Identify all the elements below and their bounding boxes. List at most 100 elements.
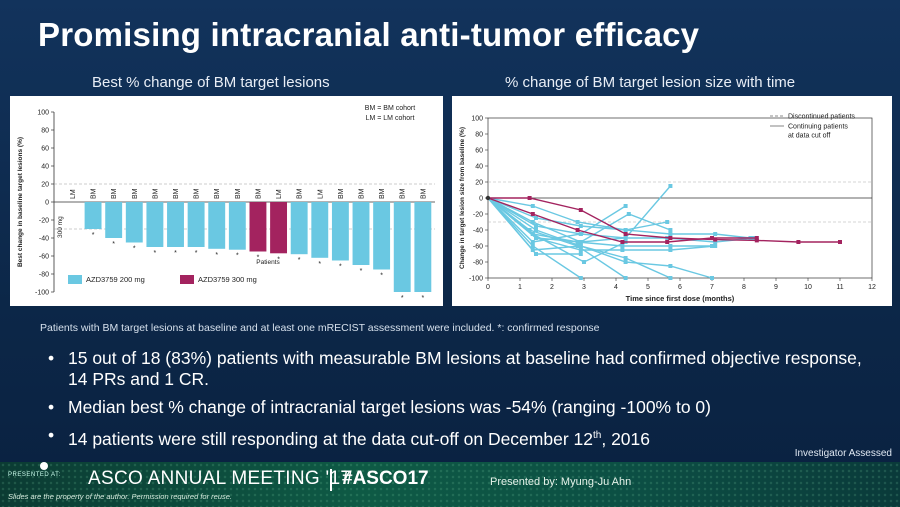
y-axis-label: Change in target lesion size from baseli… xyxy=(459,127,466,269)
series-point xyxy=(668,228,673,232)
series-point xyxy=(713,237,718,242)
bar-category-label: BM xyxy=(235,188,242,199)
y-tick-label: -20 xyxy=(39,218,49,225)
x-tick-label: 11 xyxy=(836,284,843,291)
series-point xyxy=(527,196,532,200)
bar xyxy=(125,202,143,243)
x-tick-label: 10 xyxy=(804,284,812,291)
series-point xyxy=(534,224,538,228)
bar-category-label: LM xyxy=(276,189,283,199)
bar-category-label: BM xyxy=(152,188,159,199)
series-point xyxy=(668,248,673,252)
series-point xyxy=(668,244,673,248)
footer-divider xyxy=(330,469,332,491)
bullet-1: 15 out of 18 (83%) patients with measura… xyxy=(46,348,876,390)
x-tick-label: 2 xyxy=(550,284,554,291)
x-tick-label: 4 xyxy=(614,284,618,291)
series-point xyxy=(575,228,580,232)
series-line xyxy=(487,197,751,239)
y-tick-label: -100 xyxy=(35,290,49,297)
hashtag: #ASCO17 xyxy=(342,468,429,489)
bar-category-label: BM xyxy=(111,188,118,199)
series-point xyxy=(754,238,759,243)
y-tick-label: -80 xyxy=(39,272,49,279)
confirmed-marker: * xyxy=(421,295,424,302)
series-point xyxy=(710,236,714,240)
y-tick-label: -80 xyxy=(473,260,483,267)
confirmed-marker: * xyxy=(112,241,115,248)
y-tick-label: 80 xyxy=(475,132,483,139)
footnote: Patients with BM target lesions at basel… xyxy=(40,322,600,334)
legend-label-300: AZD3759 300 mg xyxy=(198,275,257,284)
series-point xyxy=(668,276,673,280)
series-point xyxy=(668,232,673,236)
legend-note-bm: BM = BM cohort xyxy=(365,105,415,112)
series-line xyxy=(487,197,713,279)
bar xyxy=(290,202,308,255)
investigator-note: Investigator Assessed xyxy=(794,448,892,459)
bar xyxy=(228,202,246,250)
series-point xyxy=(530,212,535,216)
bar xyxy=(249,202,267,252)
y-tick-label: 100 xyxy=(471,116,483,123)
series-point xyxy=(578,208,583,212)
series-point xyxy=(754,236,759,240)
series-point xyxy=(534,216,538,220)
bar xyxy=(311,202,329,258)
y-tick-label: 20 xyxy=(475,180,483,187)
series-point xyxy=(527,228,532,232)
series-point xyxy=(578,252,583,256)
series-point xyxy=(530,232,535,236)
slide-title: Promising intracranial anti-tumor effica… xyxy=(38,16,700,53)
x-tick-label: 3 xyxy=(582,284,586,291)
origin-point xyxy=(485,195,491,201)
y-tick-label: -40 xyxy=(39,236,49,243)
y-tick-label: 0 xyxy=(45,200,49,207)
series-point xyxy=(534,252,538,256)
bar-category-label: BM xyxy=(255,188,262,199)
bar-category-label: LM xyxy=(70,189,77,199)
confirmed-marker: * xyxy=(318,261,321,268)
meeting-name: ASCO ANNUAL MEETING '17 xyxy=(88,468,352,489)
confirmed-marker: * xyxy=(236,253,239,260)
series-point xyxy=(626,212,631,216)
bullet-3: 14 patients were still responding at the… xyxy=(46,425,876,450)
bar-category-label: LM xyxy=(317,189,324,199)
series-point xyxy=(713,240,718,244)
bar xyxy=(393,202,411,292)
series-point xyxy=(530,248,535,252)
bullet-2: Median best % change of intracranial tar… xyxy=(46,397,876,418)
series-point xyxy=(623,228,628,232)
confirmed-marker: * xyxy=(380,273,383,280)
series-point xyxy=(620,244,625,248)
legend-label-200: AZD3759 200 mg xyxy=(86,275,145,284)
series-point xyxy=(530,240,535,244)
confirmed-marker: * xyxy=(215,252,218,259)
bar-category-label: BM xyxy=(338,188,345,199)
spider-plot-panel: 100 80 60 40 20 0 -20 -40 -60 -80 -100 0 1 2 3 4 5 6 7 8 9 10… xyxy=(452,96,892,306)
series-point xyxy=(710,276,714,280)
legend-discontinued: Discontinued patients xyxy=(788,114,855,121)
y-tick-label: -60 xyxy=(39,254,49,261)
series-point xyxy=(623,236,628,240)
series-line xyxy=(487,197,626,263)
y-tick-label: -40 xyxy=(473,228,483,235)
confirmed-marker: * xyxy=(257,255,260,262)
series-point xyxy=(578,276,583,280)
x-tick-label: 8 xyxy=(742,284,746,291)
legend-cutoff: at data cut off xyxy=(788,133,830,140)
bar-category-label: BM xyxy=(214,188,221,199)
series-point xyxy=(623,232,628,236)
legend-swatch-300 xyxy=(180,275,194,284)
waterfall-chart-panel: 100 80 60 40 20 0 -20 -40 -60 -80 -100 Best change … xyxy=(10,96,443,306)
x-tick-label: 0 xyxy=(486,284,490,291)
series-point xyxy=(838,240,842,244)
bar xyxy=(84,202,102,229)
x-axis-label: Time since first dose (months) xyxy=(626,294,735,303)
y-tick-label: 40 xyxy=(475,164,483,171)
bar xyxy=(270,202,288,254)
series-point xyxy=(796,240,801,244)
x-tick-label: 6 xyxy=(678,284,682,291)
